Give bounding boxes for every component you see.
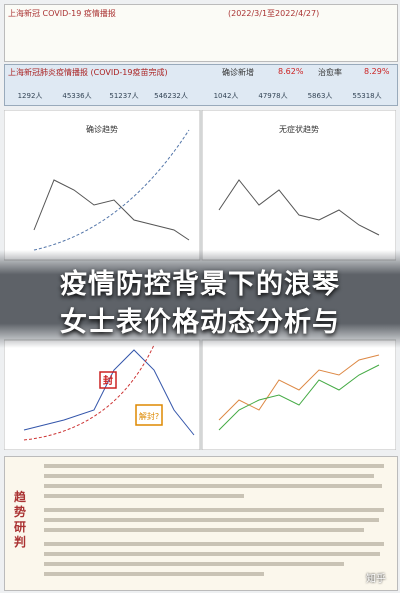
stat-value: 51237人	[109, 92, 139, 100]
chart-panel	[201, 339, 396, 450]
rate: 8.62%	[278, 67, 304, 76]
fit-line	[33, 129, 190, 251]
unlock-box	[135, 404, 163, 426]
overlay-band	[0, 250, 400, 348]
lock-label: 封	[103, 374, 113, 387]
stat-value: 47978人	[258, 92, 288, 100]
chart-panel	[4, 110, 201, 261]
stats-box	[4, 64, 398, 106]
stat-value: 45336人	[62, 92, 92, 100]
chart-panel	[201, 110, 396, 261]
trend-line	[218, 179, 380, 236]
fit-line	[23, 344, 155, 441]
lock-box	[99, 371, 117, 389]
trend-line	[33, 179, 190, 241]
stat-value: 1042人	[213, 92, 239, 100]
stat-value: 5863人	[307, 92, 333, 100]
stat-value: 1292人	[17, 92, 43, 100]
trend-line	[23, 349, 195, 436]
analysis-panel	[4, 456, 398, 591]
trend-line	[218, 364, 380, 431]
stat-value: 546232人	[154, 92, 188, 100]
text-lines	[44, 464, 384, 576]
unlock-label: 解封?	[139, 411, 159, 421]
cure-label: 治愈率	[318, 68, 342, 77]
panel-side: 趋势研判	[14, 490, 27, 549]
charts: 确诊趋势 无症状趋势 封 解封?	[4, 110, 396, 450]
header-title: 上海新冠 COVID-19 疫情播报	[8, 9, 116, 18]
rate-label: 确诊新增	[222, 68, 254, 77]
watermark: 知乎	[366, 574, 386, 585]
header-box	[4, 4, 398, 62]
trend-line	[218, 354, 380, 421]
header-date: (2022/3/1至2022/4/27)	[228, 9, 320, 18]
overlay-title: 女士表价格动态分析与	[60, 307, 340, 338]
overlay-title: 疫情防控背景下的浪琴	[60, 269, 340, 300]
chart-title: 无症状趋势	[279, 124, 319, 134]
chart-title: 确诊趋势	[86, 124, 118, 134]
stat-value: 55318人	[352, 92, 382, 100]
cure: 8.29%	[364, 67, 390, 76]
stats-title: 上海新冠肺炎疫情播报 (COVID-19疫苗完成)	[8, 68, 168, 77]
